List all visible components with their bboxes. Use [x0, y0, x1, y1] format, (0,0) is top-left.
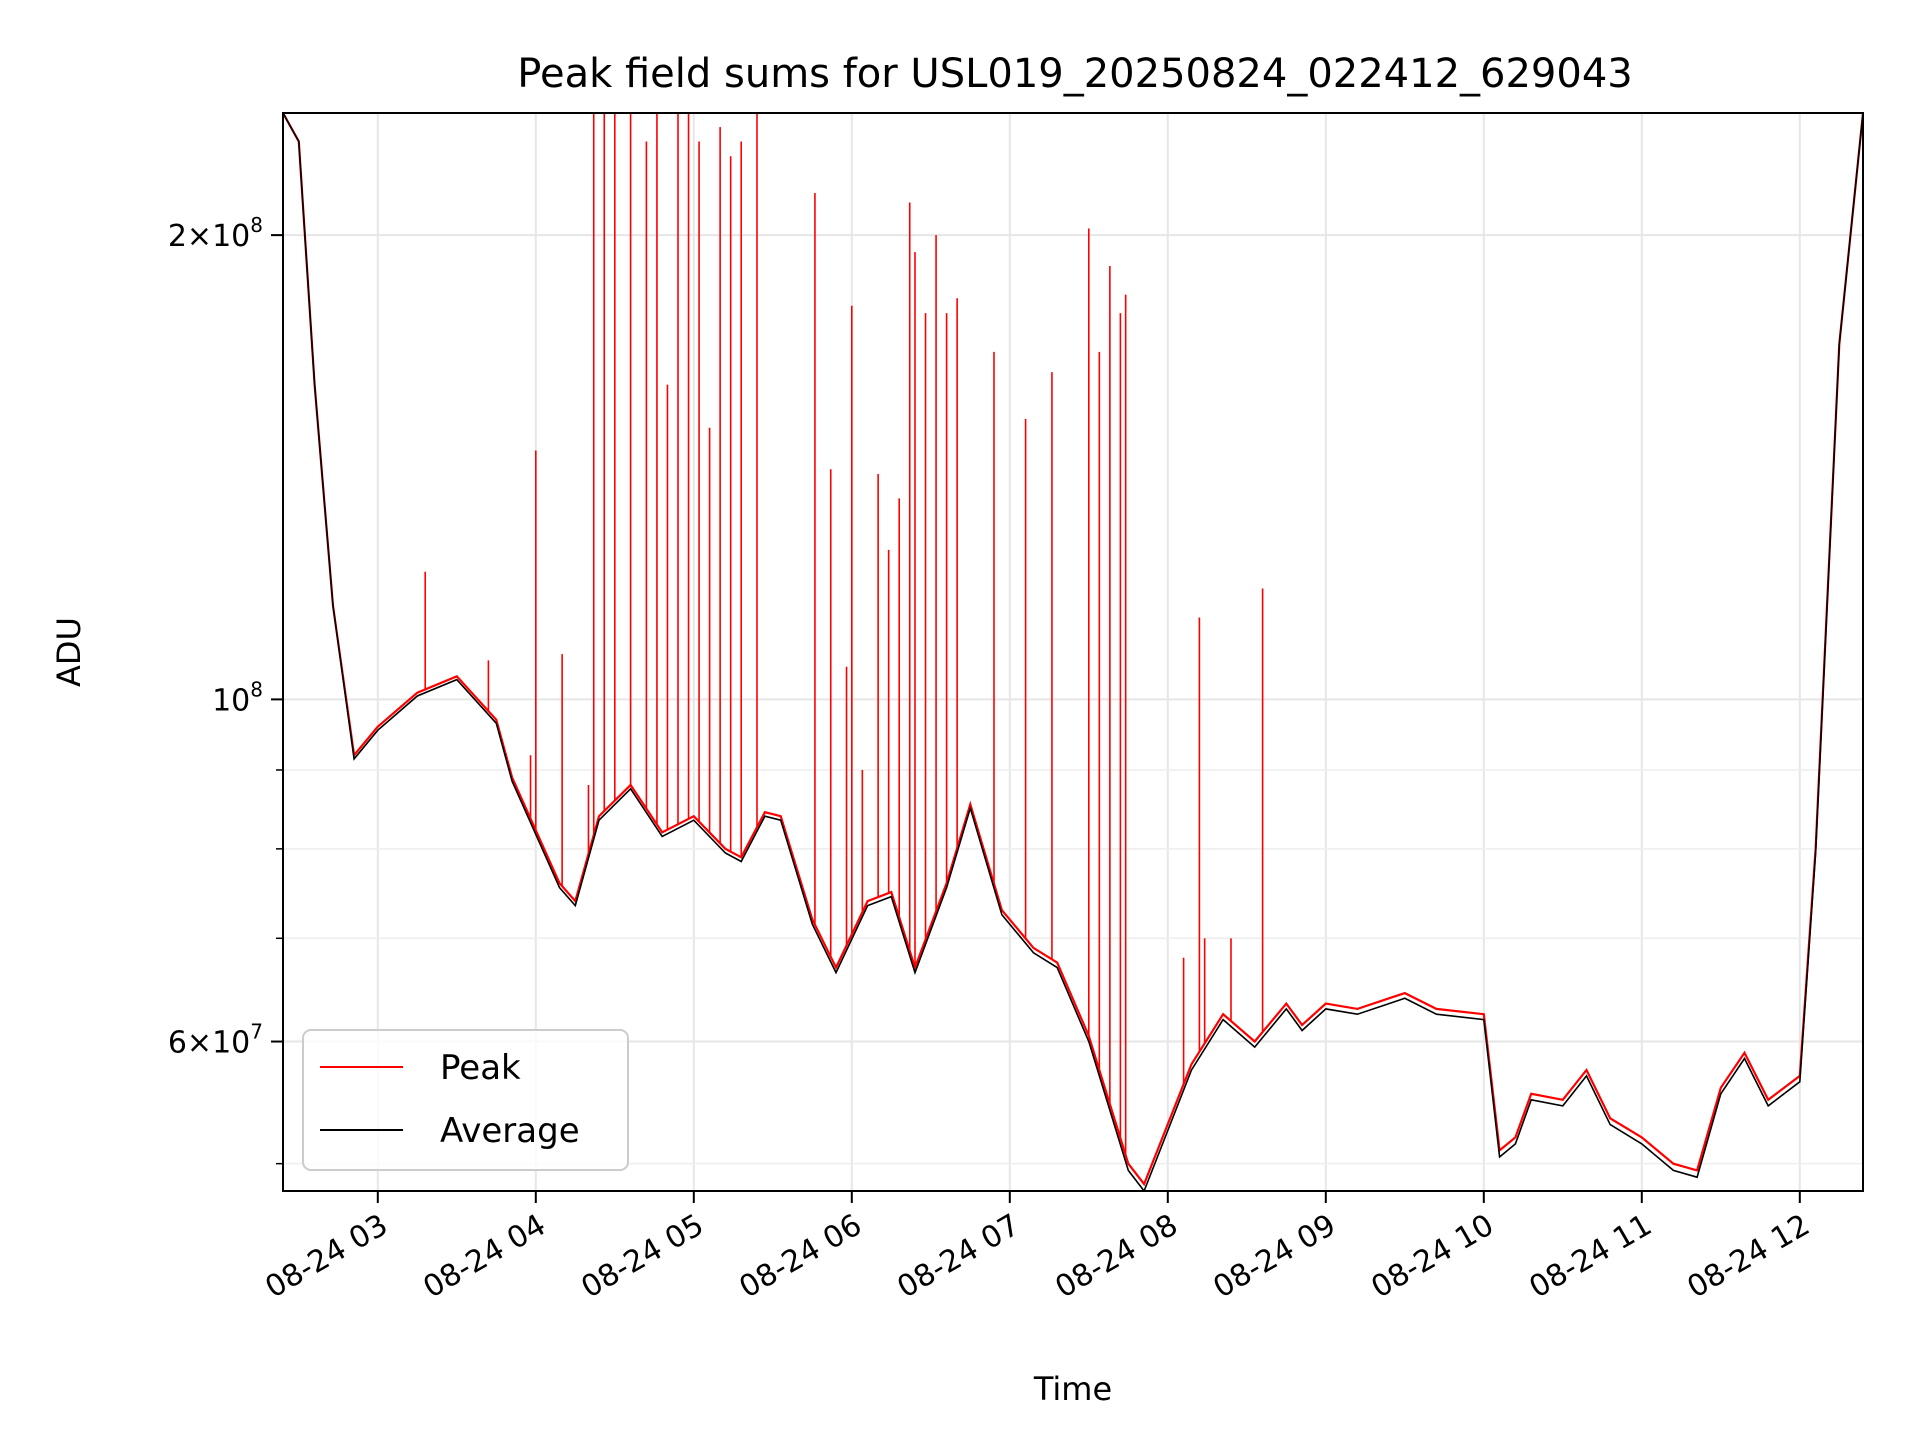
legend: Peak Average [302, 1029, 629, 1171]
x-axis-label: Time [1033, 1370, 1112, 1408]
x-tick-label: 08-24 03 [259, 1208, 393, 1306]
series-layer [283, 113, 1863, 1191]
chart-title: Peak field sums for USL019_20250824_0224… [517, 51, 1632, 97]
legend-label-average: Average [440, 1111, 580, 1151]
peak-spikes [424, 113, 1264, 1156]
y-tick-label: 108 [212, 677, 263, 718]
legend-label-peak: Peak [440, 1048, 521, 1088]
x-tick-label: 08-24 12 [1681, 1208, 1815, 1306]
x-tick-label: 08-24 06 [733, 1208, 867, 1306]
y-tick-label: 2×108 [168, 213, 263, 254]
x-axis-ticks: 08-24 03 08-24 04 08-24 05 08-24 06 08-24 07… [259, 1191, 1816, 1306]
plot-area-frame [282, 112, 1864, 1192]
series-line-average [283, 113, 1863, 1191]
y-axis-ticks: 2×108 108 6×107 [168, 213, 283, 1165]
x-tick-label: 08-24 07 [891, 1208, 1025, 1306]
x-tick-label: 08-24 05 [575, 1208, 709, 1306]
legend-box [302, 1029, 629, 1171]
series-line-peak [283, 113, 1863, 1187]
y-tick-label: 6×107 [168, 1020, 263, 1061]
grid [283, 113, 1863, 1191]
x-tick-label: 08-24 09 [1207, 1208, 1341, 1306]
x-tick-label: 08-24 10 [1365, 1208, 1499, 1306]
y-axis-label: ADU [50, 617, 88, 687]
x-tick-label: 08-24 11 [1523, 1208, 1657, 1306]
x-tick-label: 08-24 08 [1049, 1208, 1183, 1306]
x-tick-label: 08-24 04 [417, 1208, 551, 1306]
